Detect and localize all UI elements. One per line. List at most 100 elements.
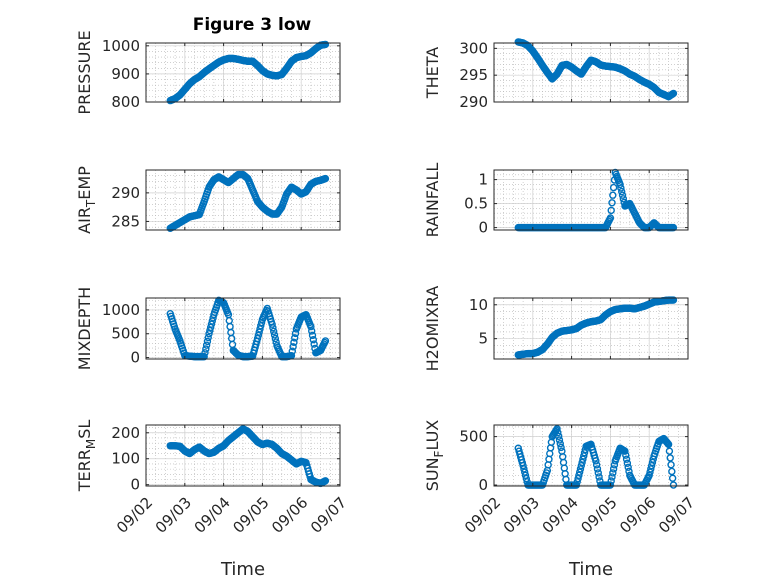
- data-point: [669, 89, 678, 98]
- data-point: [607, 206, 615, 215]
- data-point: [619, 195, 628, 203]
- subplot-1: 800 900 1000 PRESSURE: [75, 30, 341, 115]
- data-point: [668, 474, 677, 482]
- data-point: [291, 334, 299, 342]
- data-point: [308, 327, 316, 335]
- data-point: [609, 183, 618, 192]
- series-markers: [166, 170, 330, 232]
- y-tick-label: 1000: [102, 301, 140, 319]
- data-point: [521, 471, 530, 480]
- data-point: [647, 465, 655, 473]
- data-point: [520, 465, 528, 473]
- data-point: [608, 199, 616, 207]
- data-point: [617, 184, 625, 192]
- y-tick-label: 800: [111, 93, 140, 111]
- data-point: [202, 341, 211, 349]
- x-axis-label: Time: [568, 559, 613, 580]
- y-axis-label: RAINFALL: [423, 163, 442, 238]
- y-tick-label: 0: [130, 476, 140, 494]
- y-tick-label: 900: [111, 65, 140, 83]
- data-point: [203, 337, 212, 346]
- data-point: [606, 481, 615, 489]
- data-point: [608, 473, 616, 481]
- axes-frame: [493, 424, 689, 487]
- data-point: [553, 425, 561, 433]
- data-point: [576, 465, 585, 473]
- data-point: [618, 191, 627, 199]
- data-point: [580, 452, 588, 460]
- data-point: [309, 335, 318, 344]
- data-point: [204, 333, 212, 342]
- data-point: [321, 40, 330, 49]
- data-point: [255, 328, 263, 336]
- data-point: [577, 461, 585, 470]
- data-point: [667, 460, 675, 469]
- y-axis-label: MIXDEPTH: [75, 287, 94, 370]
- data-point: [668, 467, 676, 476]
- figure-title: Figure 3 low: [193, 15, 312, 35]
- data-point: [206, 326, 214, 335]
- data-point: [595, 473, 603, 481]
- y-tick-label: 0: [478, 476, 488, 494]
- y-tick-label: 200: [111, 424, 140, 442]
- data-point: [621, 447, 629, 455]
- data-point: [606, 214, 615, 222]
- data-point: [321, 477, 330, 485]
- data-point: [288, 347, 297, 355]
- y-tick-label: 1: [478, 171, 488, 189]
- data-point: [594, 469, 602, 477]
- data-point: [291, 329, 300, 338]
- data-point: [256, 325, 264, 333]
- data-point: [201, 349, 209, 357]
- y-axis-label: AIRTEMP: [75, 166, 98, 234]
- axes-frame: [145, 424, 341, 487]
- y-axis-label: THETA: [423, 47, 442, 99]
- data-point: [557, 443, 565, 452]
- data-point: [289, 343, 297, 351]
- data-point: [618, 187, 626, 196]
- y-tick-label: 5: [478, 330, 488, 348]
- series-markers: [514, 296, 678, 359]
- data-point: [669, 481, 678, 489]
- y-tick-label: 0: [478, 219, 488, 237]
- y-tick-label: 10: [469, 296, 488, 314]
- series-markers: [514, 425, 678, 489]
- data-point: [206, 323, 215, 332]
- axes-frame: [493, 42, 689, 103]
- data-point: [575, 471, 583, 480]
- y-axis-label: TERRMSL: [75, 420, 98, 493]
- subplot-2: 290 295 300 THETA: [423, 38, 689, 111]
- data-point: [270, 327, 278, 336]
- data-point: [645, 471, 653, 480]
- data-point: [574, 474, 582, 483]
- data-point: [622, 455, 631, 463]
- y-axis-label: SUNFLUX: [423, 420, 446, 492]
- data-point: [592, 461, 601, 469]
- data-point: [646, 468, 654, 476]
- axes-frame: [145, 169, 341, 231]
- data-point: [592, 457, 600, 465]
- y-axis-label: H2OMIXRA: [423, 286, 442, 372]
- data-point: [290, 338, 298, 347]
- data-point: [575, 468, 584, 476]
- data-point: [208, 317, 216, 325]
- series-markers: [166, 40, 330, 105]
- subplot-3: 285 290 AIRTEMP: [75, 166, 341, 234]
- data-point: [253, 334, 262, 343]
- data-point: [665, 447, 674, 455]
- data-point: [200, 352, 208, 361]
- series-markers: [514, 168, 678, 232]
- subplot-5: 0 500 1000 MIXDEPTH: [75, 287, 341, 370]
- y-tick-label: 300: [459, 39, 488, 57]
- data-point: [609, 469, 617, 477]
- data-point: [308, 331, 317, 340]
- data-point: [647, 461, 656, 470]
- data-point: [607, 477, 615, 485]
- data-point: [648, 458, 657, 467]
- data-point: [268, 320, 276, 328]
- data-point: [271, 334, 280, 343]
- data-point: [310, 340, 318, 348]
- y-tick-label: 500: [111, 325, 140, 343]
- data-point: [624, 463, 632, 471]
